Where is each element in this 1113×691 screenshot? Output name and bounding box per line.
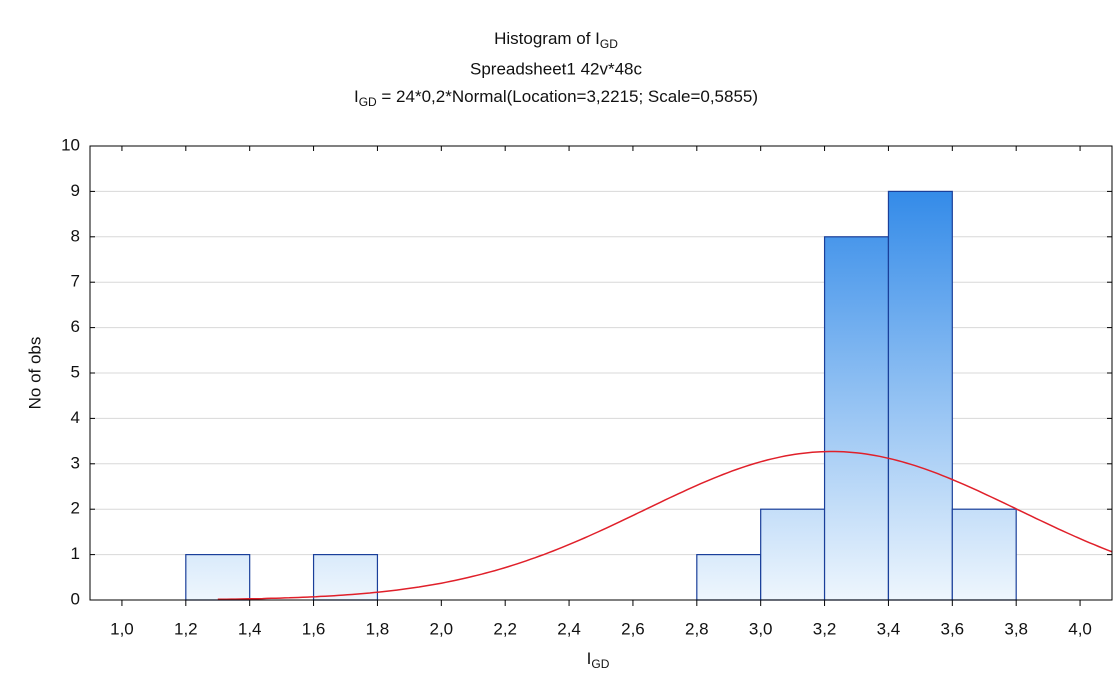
bar [951, 508, 1017, 601]
y-tick-label: 10 [61, 135, 80, 154]
x-tick-label: 3,2 [813, 619, 837, 638]
y-tick-label: 9 [71, 181, 80, 200]
x-tick-label: 1,4 [238, 619, 262, 638]
y-axis-label: No of obs [25, 337, 44, 410]
bar [823, 236, 890, 601]
bar [696, 553, 762, 601]
x-tick-label: 3,4 [877, 619, 901, 638]
bar [312, 553, 379, 601]
chart-subtitle: Spreadsheet1 42v*48c [470, 59, 643, 78]
x-tick-label: 1,2 [174, 619, 198, 638]
x-tick-label: 2,6 [621, 619, 645, 638]
chart-title: Histogram of IGD [494, 29, 618, 51]
x-tick-label: 3,0 [749, 619, 773, 638]
x-tick-label: 2,0 [429, 619, 453, 638]
bar [185, 553, 251, 601]
fit-curve [217, 450, 1113, 601]
fit-formula: IGD = 24*0,2*Normal(Location=3,2215; Sca… [354, 87, 758, 109]
x-tick-label: 1,8 [366, 619, 390, 638]
y-tick-label: 8 [71, 226, 80, 245]
plot-frame [89, 145, 1113, 601]
y-tick-label: 6 [71, 317, 80, 336]
y-tick-label: 0 [71, 589, 80, 608]
bar [760, 508, 826, 601]
y-tick-label: 5 [71, 362, 80, 381]
y-tick-label: 1 [71, 544, 80, 563]
y-tick-label: 3 [71, 453, 80, 472]
x-tick-label: 2,4 [557, 619, 581, 638]
x-tick-label: 2,8 [685, 619, 709, 638]
y-tick-label: 2 [71, 499, 80, 518]
y-tick-label: 4 [71, 408, 80, 427]
x-tick-label: 3,8 [1004, 619, 1028, 638]
x-tick-label: 4,0 [1068, 619, 1092, 638]
x-tick-label: 2,2 [493, 619, 517, 638]
bar [887, 190, 953, 601]
x-tick-label: 1,0 [110, 619, 134, 638]
x-tick-label: 3,6 [940, 619, 964, 638]
x-tick-label: 1,6 [302, 619, 326, 638]
y-tick-label: 7 [71, 272, 80, 291]
x-axis-label: IGD [587, 649, 610, 671]
